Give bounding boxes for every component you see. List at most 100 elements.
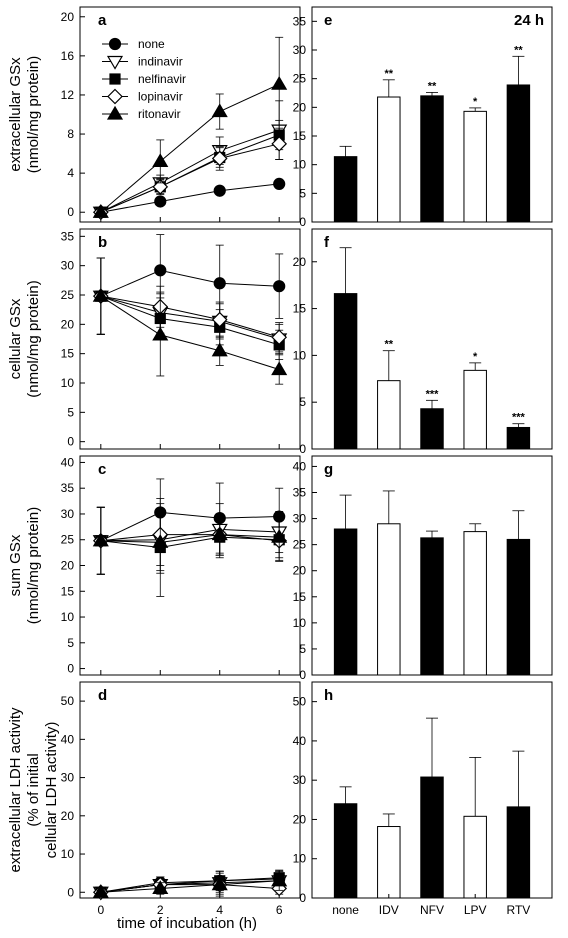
data-point <box>271 76 288 90</box>
data-point <box>211 342 228 357</box>
y-tick-label: 35 <box>61 229 75 243</box>
legend-marker <box>109 73 121 85</box>
bar <box>506 84 531 223</box>
bar <box>420 776 444 899</box>
y-axis-title: extracellular GSx(nmol/mg protein) <box>7 56 42 174</box>
panel-g: 0 5 10 15 20 25 30 35 40 g <box>293 455 553 682</box>
data-point <box>152 326 169 341</box>
y-axis-title-line: extracellular GSx <box>7 57 24 172</box>
data-point <box>152 880 169 895</box>
data-point <box>92 532 109 547</box>
y-axis-title-line: cellular GSx <box>7 298 24 379</box>
series-none <box>94 177 286 219</box>
y-tick-label: 15 <box>293 590 307 604</box>
data-point <box>92 287 109 302</box>
series-line <box>100 183 280 213</box>
panel-letter: b <box>98 234 107 251</box>
series-indinavir <box>92 257 288 355</box>
y-tick-label: 20 <box>293 100 307 114</box>
y-tick-label: 15 <box>293 302 307 316</box>
category-label: LPV <box>464 903 487 917</box>
y-tick-label: 8 <box>67 127 74 141</box>
y-axis-title-line: extracellular LDH activity <box>7 707 24 873</box>
series-indinavir <box>92 100 288 221</box>
panel-letter: a <box>98 12 107 29</box>
series-line <box>100 295 280 338</box>
y-tick-label: 5 <box>67 405 74 419</box>
y-tick-label: 10 <box>293 852 307 866</box>
y-tick-label: 0 <box>67 885 74 899</box>
data-point <box>213 277 226 290</box>
category-label: RTV <box>507 903 531 917</box>
y-tick-label: 0 <box>299 668 306 682</box>
data-point <box>92 204 109 218</box>
panel-letter: c <box>98 461 106 478</box>
data-point <box>154 195 167 208</box>
y-tick-label: 25 <box>293 538 307 552</box>
y-tick-label: 4 <box>67 166 74 180</box>
bar <box>333 528 358 676</box>
y-tick-label: 10 <box>61 847 75 861</box>
legend-label: nelfinavir <box>138 72 186 86</box>
data-point <box>154 264 167 277</box>
panel-letter: f <box>324 234 330 251</box>
y-tick-label: 15 <box>61 347 75 361</box>
y-tick-label: 30 <box>61 507 75 521</box>
panel-h: 0 10 20 30 40 50 none IDV NFV LPV RTV h <box>293 681 553 917</box>
y-tick-label: 30 <box>61 771 75 785</box>
data-point <box>271 329 288 346</box>
y-tick-label: 20 <box>61 10 75 24</box>
y-tick-label: 0 <box>67 205 74 219</box>
significance-label: * <box>473 96 478 108</box>
legend-marker <box>106 105 124 120</box>
y-axis-title-line: (nmol/mg protein) <box>25 507 42 625</box>
y-tick-label: 0 <box>299 215 306 229</box>
data-point <box>211 526 228 541</box>
panel-d: 0 10 20 30 40 50 0 2 4 6 d extracellular LDH activi… <box>7 681 301 917</box>
y-tick-label: 0 <box>299 891 306 905</box>
y-axis-title-line: (% of initial <box>25 753 42 826</box>
legend-marker <box>106 55 124 70</box>
y-tick-label: 10 <box>293 348 307 362</box>
y-tick-label: 15 <box>61 584 75 598</box>
y-tick-label: 12 <box>61 88 75 102</box>
y-tick-label: 35 <box>293 486 307 500</box>
series-line <box>100 880 280 893</box>
series-ritonavir <box>92 36 288 218</box>
legend-label: ritonavir <box>138 107 181 121</box>
y-tick-label: 10 <box>61 376 75 390</box>
y-tick-label: 25 <box>61 533 75 547</box>
time-label: 24 h <box>514 12 544 29</box>
y-axis-title-line: cellular LDH activity) <box>43 722 60 859</box>
plot-frame <box>79 228 301 450</box>
y-tick-label: 40 <box>61 732 75 746</box>
data-point <box>271 872 288 887</box>
y-tick-label: 40 <box>293 459 307 473</box>
panel-c: 0 5 10 15 20 25 30 35 40 c sum GSx(nmol/mg protein… <box>7 455 301 676</box>
bar <box>333 293 358 450</box>
significance-label: *** <box>512 412 526 424</box>
x-axis-title: time of incubation (h) <box>117 915 257 932</box>
legend-marker <box>107 88 123 105</box>
y-axis-title: cellular GSx(nmol/mg protein) <box>7 280 42 398</box>
significance-label: ** <box>385 339 394 351</box>
data-point <box>152 534 169 548</box>
legend-label: indinavir <box>138 55 183 69</box>
series-line <box>100 295 280 370</box>
significance-label: ** <box>514 44 523 56</box>
bar <box>333 156 358 223</box>
y-axis-title-line: (nmol/mg protein) <box>25 280 42 398</box>
data-point <box>271 135 288 152</box>
y-tick-label: 0 <box>67 435 74 449</box>
bar <box>463 369 487 450</box>
bar <box>506 806 531 899</box>
y-tick-label: 30 <box>61 259 75 273</box>
x-tick-label: 6 <box>276 903 283 917</box>
bar <box>377 96 401 223</box>
bar <box>333 803 358 899</box>
data-point <box>213 184 226 197</box>
y-tick-label: 5 <box>67 636 74 650</box>
plot-frame <box>79 6 301 223</box>
panel-letter: h <box>324 687 333 704</box>
y-axis-title-line: (nmol/mg protein) <box>25 56 42 174</box>
